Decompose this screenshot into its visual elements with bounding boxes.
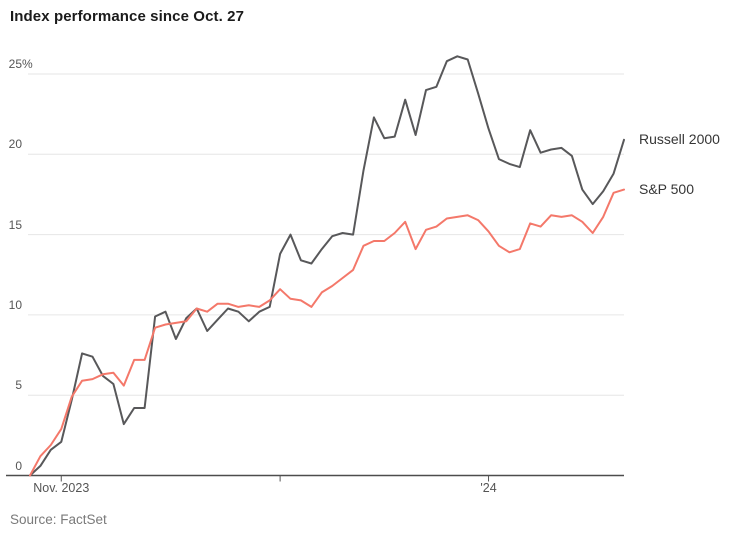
x-axis-label-0: Nov. 2023 (33, 481, 90, 495)
y-axis-label-5: 5 (0, 378, 22, 392)
y-axis-label-value: 0 (15, 458, 22, 473)
source-attribution: Source: FactSet (10, 512, 107, 527)
y-axis-label-value: 10 (8, 297, 22, 312)
series-line-russell-2000 (29, 55, 625, 477)
chart-title: Index performance since Oct. 27 (10, 8, 245, 25)
y-axis-label-25: 25% (8, 57, 33, 71)
x-axis-label-2: '24 (480, 481, 497, 495)
series-label-russell-2000: Russell 2000 (639, 130, 720, 147)
y-axis-label-10: 10 (0, 298, 22, 312)
series-label-sp-500: S&P 500 (639, 180, 695, 197)
y-axis-label-value: 5 (15, 378, 22, 393)
y-axis-label-15: 15 (0, 218, 22, 232)
y-axis-label-value: 15 (8, 217, 22, 232)
y-axis-label-value: 20 (8, 137, 22, 152)
y-axis-label-0: 0 (0, 459, 22, 473)
y-axis-label-20: 20 (0, 137, 22, 151)
series-line-s-p-500 (29, 188, 625, 477)
y-axis-label-value: 25 (8, 57, 22, 71)
